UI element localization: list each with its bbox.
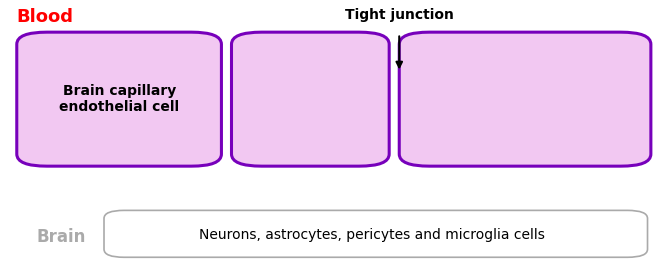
Text: Tight junction: Tight junction — [345, 8, 454, 22]
Text: Brain: Brain — [37, 228, 87, 246]
FancyBboxPatch shape — [231, 32, 389, 166]
FancyBboxPatch shape — [17, 32, 221, 166]
Text: Brain capillary
endothelial cell: Brain capillary endothelial cell — [59, 84, 180, 114]
Text: Blood: Blood — [17, 8, 74, 27]
FancyBboxPatch shape — [399, 32, 651, 166]
Text: Neurons, astrocytes, pericytes and microglia cells: Neurons, astrocytes, pericytes and micro… — [199, 228, 546, 241]
FancyBboxPatch shape — [104, 210, 648, 257]
